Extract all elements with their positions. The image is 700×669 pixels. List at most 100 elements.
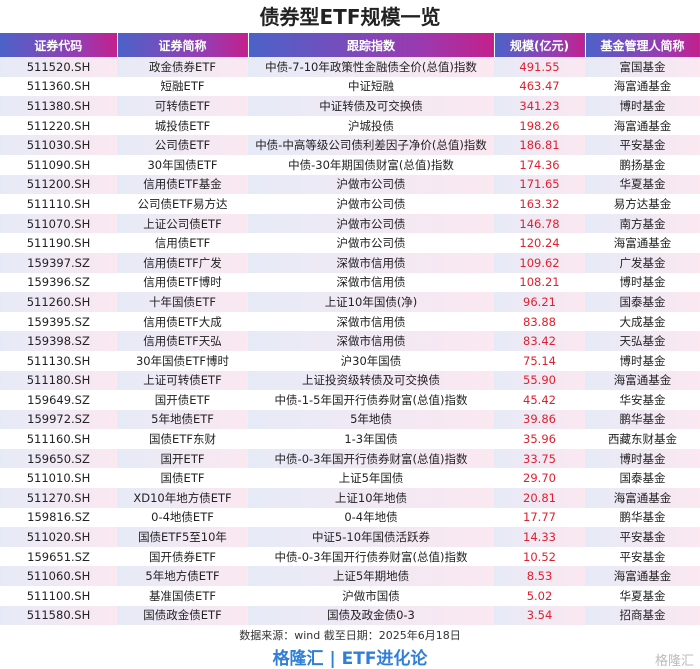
- data-source-note: 数据来源：wind 截至日期：2025年6月18日: [239, 629, 461, 642]
- table-row: 511060.SH 5年地方债ETF 上证5年期地债 8.53 海富通基金: [0, 566, 700, 587]
- cell-code: 159398.SZ: [0, 331, 117, 351]
- cell-name: XD10年地方债ETF: [117, 488, 248, 508]
- cell-code: 511010.SH: [26, 471, 91, 486]
- cell-manager: 博时基金: [619, 353, 666, 368]
- cell-code: 159816.SZ: [27, 510, 90, 525]
- cell-index: 上证5年期地债: [248, 566, 494, 587]
- cell-name: 国开债ETF: [154, 392, 211, 407]
- cell-name: 上证公司债ETF: [117, 213, 248, 234]
- cell-index: 深做市信用债: [336, 275, 406, 290]
- cell-manager: 南方基金: [585, 213, 700, 234]
- cell-code: 159395.SZ: [27, 314, 90, 329]
- cell-size: 55.90: [494, 370, 585, 391]
- cell-code: 511160.SH: [26, 432, 91, 447]
- table-row: 511020.SH 国债ETF5至10年 中证5-10年国债活跃券 14.33 平安基金: [0, 527, 700, 547]
- cell-code: 511200.SH: [0, 174, 117, 195]
- cell-manager: 华夏基金: [585, 174, 700, 195]
- cell-index: 1-3年国债: [344, 432, 398, 447]
- cell-index: 沪做市公司债: [248, 213, 494, 234]
- header-size: 规模(亿元): [494, 33, 586, 57]
- table-row: 511520.SH 政金债券ETF 中债-7-10年政策性金融债全价(总值)指数 49…: [0, 57, 700, 77]
- cell-code: 511060.SH: [0, 566, 117, 587]
- cell-size: 3.54: [494, 605, 585, 626]
- table-row: 511100.SH 基准国债ETF 沪做市国债 5.02 华夏基金: [0, 586, 700, 606]
- cell-manager: 海富通基金: [585, 488, 700, 508]
- cell-code: 159972.SZ: [0, 409, 117, 430]
- cell-code: 159650.SZ: [0, 448, 117, 469]
- table-row: 511190.SH 信用债ETF 沪做市公司债 120.24 海富通基金: [0, 233, 700, 253]
- cell-index: 中证5-10年国债活跃券: [248, 527, 494, 547]
- cell-size: 96.21: [494, 292, 585, 312]
- cell-size: 39.86: [494, 409, 585, 430]
- cell-code: 511020.SH: [0, 527, 117, 547]
- watermark-logo: 格隆汇: [654, 654, 694, 669]
- cell-name: 信用债ETF广发: [117, 252, 248, 273]
- page-title: 债券型ETF规模一览: [259, 5, 441, 29]
- cell-index: 沪30年国债: [340, 353, 402, 368]
- cell-size: 83.42: [494, 331, 585, 351]
- cell-index: 中证短融: [348, 79, 394, 94]
- cell-code: 511130.SH: [26, 353, 91, 368]
- table-row: 159395.SZ 信用债ETF大成 深做市信用债 83.88 大成基金: [0, 312, 700, 332]
- cell-manager: 海富通基金: [585, 566, 700, 587]
- cell-index: 中债-0-3年国开行债券财富(总值)指数: [248, 448, 494, 469]
- cell-manager: 西藏东财基金: [608, 432, 677, 447]
- cell-code: 511100.SH: [26, 588, 91, 603]
- cell-code: 511520.SH: [0, 57, 117, 77]
- cell-code: 159397.SZ: [0, 252, 117, 273]
- cell-size: 171.65: [494, 174, 585, 195]
- cell-index: 中证转债及可交换债: [248, 96, 494, 116]
- table-row: 511030.SH 公司债ETF 中债-中高等级公司债利差因子净价(总值)指数 186…: [0, 135, 700, 155]
- table-row: 159651.SZ 国开债券ETF 中债-0-3年国开行债券财富(总值)指数 10.5…: [0, 547, 700, 567]
- cell-name: 国债ETF5至10年: [117, 527, 248, 547]
- cell-index: 沪做市公司债: [248, 174, 494, 195]
- cell-size: 341.23: [494, 96, 585, 116]
- header-manager: 基金管理人简称: [585, 33, 700, 57]
- cell-index: 沪城投债: [348, 118, 394, 133]
- cell-name: 5年地方债ETF: [117, 566, 248, 587]
- cell-index: 沪做市国债: [342, 588, 400, 603]
- cell-manager: 国泰基金: [619, 471, 666, 486]
- cell-size: 75.14: [523, 353, 556, 368]
- table-row: 511010.SH 国债ETF 上证5年国债 29.70 国泰基金: [0, 468, 700, 488]
- table-row: 511220.SH 城投债ETF 沪城投债 198.26 海富通基金: [0, 116, 700, 136]
- cell-code: 511220.SH: [26, 118, 91, 133]
- cell-size: 146.78: [494, 213, 585, 234]
- cell-manager: 华夏基金: [619, 588, 666, 603]
- cell-index: 中债-30年期国债财富(总值)指数: [288, 157, 454, 172]
- cell-name: 可转债ETF: [117, 96, 248, 116]
- table-row: 159650.SZ 国开ETF 中债-0-3年国开行债券财富(总值)指数 33.75 博…: [0, 448, 700, 469]
- cell-manager: 鹏华基金: [585, 409, 700, 430]
- etf-table: 证券代码 证券简称 跟踪指数 规模(亿元) 基金管理人简称 511520.SH 政…: [0, 33, 700, 626]
- cell-size: 17.77: [523, 510, 556, 525]
- table-row: 511070.SH 上证公司债ETF 沪做市公司债 146.78 南方基金: [0, 213, 700, 234]
- cell-manager: 富国基金: [585, 57, 700, 77]
- table-row: 159816.SZ 0-4地债ETF 0-4年地债 17.77 鹏华基金: [0, 508, 700, 528]
- table-row: 159972.SZ 5年地债ETF 5年地债 39.86 鹏华基金: [0, 409, 700, 430]
- cell-name: 基准国债ETF: [149, 588, 216, 603]
- cell-code: 511190.SH: [26, 236, 91, 251]
- table-row: 511380.SH 可转债ETF 中证转债及可交换债 341.23 博时基金: [0, 96, 700, 116]
- header-name: 证券简称: [117, 33, 249, 57]
- cell-manager: 鹏华基金: [619, 510, 666, 525]
- cell-code: 511070.SH: [0, 213, 117, 234]
- cell-code: 159651.SZ: [27, 549, 90, 564]
- cell-size: 33.75: [494, 448, 585, 469]
- cell-size: 8.53: [494, 566, 585, 587]
- cell-index: 沪做市公司债: [336, 236, 406, 251]
- table-row: 511130.SH 30年国债ETF博时 沪30年国债 75.14 博时基金: [0, 351, 700, 371]
- cell-manager: 博时基金: [585, 448, 700, 469]
- cell-manager: 大成基金: [619, 314, 666, 329]
- cell-size: 463.47: [519, 79, 560, 94]
- cell-manager: 天弘基金: [585, 331, 700, 351]
- cell-manager: 海富通基金: [613, 118, 672, 133]
- cell-name: 城投债ETF: [154, 118, 211, 133]
- cell-manager: 平安基金: [585, 135, 700, 155]
- cell-manager: 易方达基金: [613, 196, 672, 211]
- table-row: 511200.SH 信用债ETF基金 沪做市公司债 171.65 华夏基金: [0, 174, 700, 195]
- cell-name: 30年国债ETF: [147, 157, 218, 172]
- cell-manager: 海富通基金: [613, 79, 672, 94]
- cell-size: 163.32: [519, 196, 560, 211]
- cell-name: 国债政金债ETF: [117, 605, 248, 626]
- cell-index: 深做市信用债: [336, 314, 406, 329]
